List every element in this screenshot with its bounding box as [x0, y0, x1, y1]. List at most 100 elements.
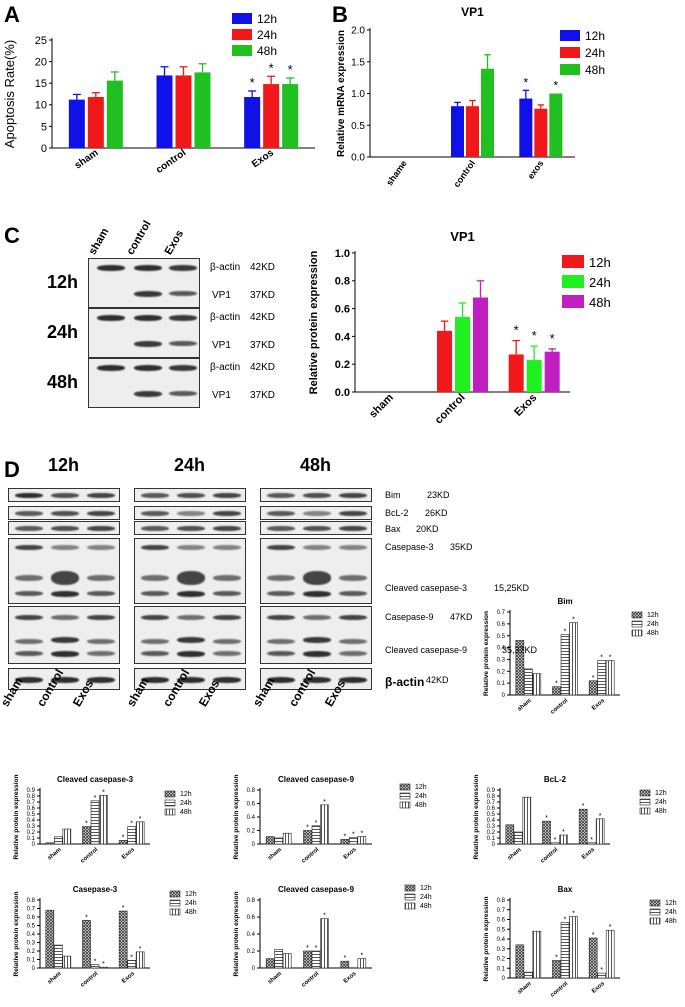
- significance-star: *: [562, 829, 565, 836]
- category-label-Exos: Exos: [250, 147, 276, 170]
- blot-label-vp1: VP1: [212, 340, 231, 351]
- blot-band: [87, 615, 115, 620]
- blot-band: [87, 493, 115, 498]
- significance-star: *: [323, 913, 326, 920]
- blot-band: [339, 651, 367, 656]
- legend-swatch-24h: [562, 275, 584, 288]
- chart-casepase-3: Casepase-3 Relative protein expression 0 0.…: [13, 885, 197, 989]
- y-axis-label: Apoptosis Rate(%): [2, 40, 17, 148]
- significance-star: *: [572, 617, 575, 624]
- significance-star: *: [609, 924, 612, 931]
- legend-label-12h: 12h: [647, 612, 659, 619]
- significance-star: *: [523, 75, 528, 89]
- category-label-exos: exos: [526, 158, 546, 181]
- blot-label-actin: β-actin: [210, 362, 241, 373]
- blot-box-d-2-5: [260, 668, 372, 690]
- y-tick-label: 0.4: [487, 818, 496, 824]
- y-tick-label: 5: [41, 121, 47, 133]
- blot-band: [213, 575, 241, 581]
- blot-band: [51, 591, 79, 597]
- blot-box-d-0-1: [8, 506, 120, 520]
- bar-24h-exos: [534, 108, 548, 157]
- bar-12h-Exos: [340, 838, 350, 845]
- blot-row-label-0: Bim: [385, 490, 401, 500]
- bar-24h-sham: [524, 668, 533, 696]
- significance-star: *: [85, 914, 88, 921]
- bar-48h-control: [559, 834, 568, 845]
- blot-band: [169, 341, 197, 346]
- significance-star: *: [343, 955, 346, 962]
- bar-12h-Exos: [578, 808, 588, 845]
- y-axis-label: Relative protein expression: [13, 892, 20, 977]
- legend-label-12h: 12h: [180, 791, 192, 798]
- time-label-d-48h: 48h: [300, 455, 332, 475]
- panel-letter-c: C: [4, 223, 20, 248]
- bar-24h-sham: [87, 97, 104, 148]
- blot-band: [169, 291, 197, 296]
- y-tick-label: 0.0: [351, 153, 365, 164]
- bar-48h-Exos: [357, 958, 367, 969]
- blot-band: [177, 637, 205, 643]
- significance-star: *: [514, 323, 519, 338]
- legend-swatch-48h: [399, 801, 411, 809]
- chart-bim: Bim Relative protein expression 0 0.1 0.2 0.3…: [483, 597, 659, 716]
- category-label-control: control: [550, 981, 570, 999]
- category-label-Exos: Exos: [512, 392, 539, 419]
- blot-band: [97, 365, 125, 371]
- lane-label-control: control: [124, 218, 154, 257]
- blot-box-d-1-1: [134, 506, 246, 520]
- category-label-Exos: Exos: [591, 698, 606, 712]
- legend-label-12h: 12h: [257, 12, 277, 26]
- blot-row-label-1: BcL-2: [385, 508, 409, 518]
- y-tick-label: 0.2: [247, 949, 256, 955]
- blot-band: [141, 591, 169, 596]
- bar-48h-sham: [282, 832, 292, 845]
- bar-24h-control: [90, 964, 100, 969]
- blot-row-kd-1: 26KD: [425, 508, 448, 518]
- category-label-control: control: [301, 971, 321, 989]
- y-tick-label: 0.2: [335, 359, 350, 371]
- y-axis-label: Relative protein expression: [483, 897, 490, 982]
- blot-band: [87, 651, 115, 656]
- bar-12h-sham: [505, 824, 515, 845]
- bar-24h-Exos: [597, 972, 606, 979]
- blot-band: [51, 615, 79, 620]
- significance-star: *: [288, 62, 293, 77]
- blot-band: [141, 511, 169, 516]
- legend-label-24h: 24h: [655, 799, 667, 806]
- blot-band: [339, 545, 367, 550]
- significance-star: *: [554, 837, 557, 844]
- blot-row-kd-7: 42KD: [426, 675, 449, 685]
- legend-label-24h: 24h: [185, 900, 197, 907]
- y-tick-label: 0.8: [247, 898, 256, 904]
- significance-star: *: [572, 911, 575, 918]
- legend-swatch-24h: [169, 899, 181, 907]
- blot-band: [15, 639, 43, 644]
- bar-48h-control: [99, 795, 108, 845]
- time-label-d-24h: 24h: [174, 455, 206, 475]
- blot-band: [303, 571, 331, 585]
- blot-band: [51, 545, 79, 550]
- lane-label-d-sham: sham: [249, 674, 278, 709]
- blot-band: [87, 639, 115, 644]
- blot-band: [141, 615, 169, 620]
- blot-band: [134, 265, 162, 271]
- bar-48h-sham: [532, 673, 542, 696]
- bar-48h-sham: [522, 796, 532, 845]
- bar-12h-sham: [265, 958, 275, 969]
- blot-band: [213, 493, 241, 498]
- y-tick-label: 0.5: [27, 924, 36, 930]
- blot-band: [141, 639, 169, 644]
- category-label-Exos: Exos: [121, 971, 136, 985]
- y-tick-label: 0: [252, 842, 256, 848]
- blot-band: [134, 341, 162, 347]
- lane-label-d-sham: sham: [0, 674, 26, 709]
- legend-label-12h: 12h: [420, 885, 432, 892]
- category-label-sham: sham: [73, 147, 101, 171]
- bar-48h-control: [569, 916, 578, 979]
- blot-band: [51, 526, 79, 531]
- legend-swatch-48h: [639, 807, 651, 815]
- y-tick-label: 0.2: [27, 949, 36, 955]
- bar-12h-Exos: [118, 840, 128, 845]
- legend-label-48h: 48h: [647, 630, 659, 637]
